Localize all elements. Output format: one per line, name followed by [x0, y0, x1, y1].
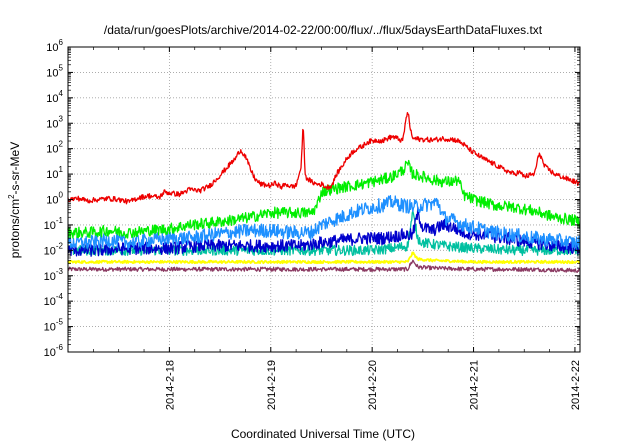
series-line-yellow [67, 251, 581, 265]
x-tick-label: 2014-2-18 [164, 360, 176, 410]
y-axis-label: protons/cm2-s-sr-MeV [7, 142, 22, 258]
y-axis-label-superscript: 2 [7, 194, 16, 199]
y-tick-label: 10-4 [44, 292, 64, 308]
y-tick-label: 101 [46, 165, 63, 181]
y-axis-label-suffix: -s-sr-MeV [8, 142, 22, 195]
y-tick-label: 10-1 [44, 216, 64, 232]
y-tick-label: 100 [46, 191, 63, 207]
y-tick-label: 105 [46, 63, 63, 79]
series-line-green [67, 159, 581, 239]
y-tick-label: 103 [46, 114, 63, 130]
plot-grid [68, 47, 580, 352]
y-tick-label: 10-3 [44, 267, 64, 283]
y-tick-label: 10-6 [44, 343, 64, 359]
y-tick-label: 104 [46, 89, 63, 105]
x-tick-label: 2014-2-21 [469, 360, 481, 410]
series-line-blue [67, 194, 581, 251]
series-line-purple [67, 259, 581, 274]
plot-series [67, 111, 581, 274]
series-line-red [67, 111, 581, 205]
y-tick-label: 106 [46, 38, 63, 54]
x-axis-label: Coordinated Universal Time (UTC) [231, 427, 415, 441]
x-axis-ticks: 2014-2-18 2014-2-19 2014-2-20 2014-2-21 2014… [92, 47, 582, 410]
y-axis-label-prefix: protons/cm [8, 199, 22, 258]
y-tick-label: 10-5 [44, 318, 64, 334]
y-tick-label: 102 [46, 140, 63, 156]
y-tick-label: 10-2 [44, 241, 64, 257]
y-axis-ticks: 106 105 104 103 102 101 100 10-1 10-2 10-3 10-4 10-… [44, 38, 580, 359]
x-tick-label: 2014-2-19 [266, 360, 278, 410]
x-tick-label: 2014-2-20 [367, 360, 379, 410]
series-line-darkblue [67, 206, 580, 257]
chart-title: /data/run/goesPlots/archive/2014-02-22/0… [104, 23, 543, 37]
x-tick-label: 2014-2-22 [570, 360, 582, 410]
